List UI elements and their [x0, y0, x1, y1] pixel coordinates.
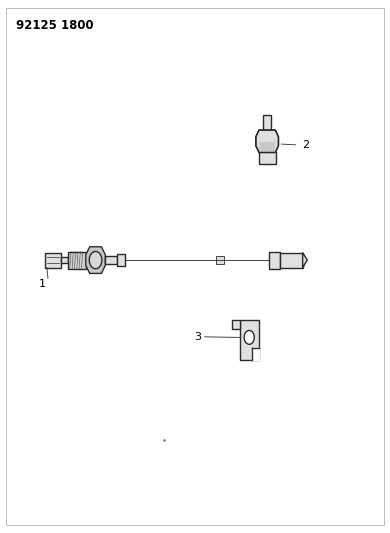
Bar	[232, 320, 240, 328]
Bar	[68, 252, 86, 269]
Bar	[105, 256, 117, 264]
Bar	[252, 349, 259, 360]
Polygon shape	[256, 130, 278, 152]
Bar	[259, 142, 275, 152]
Text: 3: 3	[194, 332, 201, 342]
Bar	[280, 253, 303, 268]
Polygon shape	[303, 253, 307, 268]
Text: 92125 1800: 92125 1800	[16, 19, 93, 31]
Bar	[45, 253, 61, 268]
Bar	[61, 257, 68, 263]
Bar	[269, 252, 280, 269]
Polygon shape	[86, 247, 105, 273]
Bar	[240, 320, 259, 360]
Circle shape	[89, 252, 102, 269]
Text: 1: 1	[39, 279, 46, 288]
Bar	[259, 152, 276, 164]
Bar	[117, 254, 125, 266]
Text: 2: 2	[302, 140, 309, 150]
Circle shape	[244, 330, 254, 344]
Bar	[263, 115, 271, 131]
Bar	[216, 256, 224, 264]
